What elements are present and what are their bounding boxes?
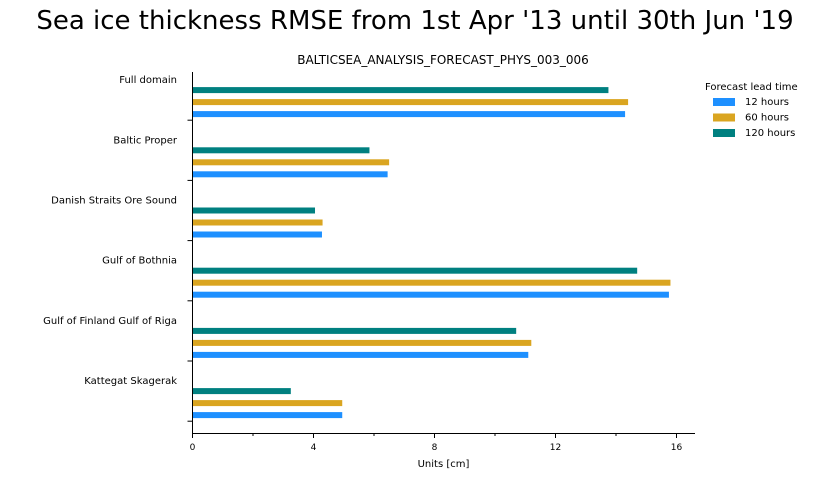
bar-120-hours-0 (192, 87, 609, 94)
bar-60-hours-5 (192, 400, 343, 407)
legend-swatch-60-hours (713, 113, 735, 122)
legend-label: 12 hours (745, 97, 789, 108)
x-tick-label: 12 (550, 443, 561, 453)
y-ticks-group: Full domain Baltic Proper Danish Straits O… (43, 75, 193, 422)
y-tick-label: Full domain (119, 75, 177, 86)
bar-60-hours-4 (192, 339, 532, 346)
bar-12-hours-1 (192, 171, 388, 178)
bar-120-hours-3 (192, 267, 638, 274)
bar-120-hours-2 (192, 207, 316, 214)
x-ticks-group: 0 4 8 12 16 (190, 433, 683, 453)
bar-60-hours-3 (192, 279, 671, 286)
legend-label: 60 hours (745, 113, 789, 124)
bar-60-hours-2 (192, 219, 323, 226)
y-tick-label: Gulf of Bothnia (102, 256, 177, 267)
legend: Forecast lead time 12 hours 60 hours 120 h… (705, 82, 798, 139)
bar-120-hours-5 (192, 388, 291, 395)
figure-suptitle: Sea ice thickness RMSE from 1st Apr '13 … (36, 6, 794, 36)
bars-group (192, 87, 671, 419)
bar-120-hours-4 (192, 327, 517, 334)
bar-12-hours-5 (192, 412, 343, 419)
bar-12-hours-2 (192, 231, 322, 238)
y-tick-label: Danish Straits Ore Sound (51, 196, 177, 207)
legend-title: Forecast lead time (705, 82, 798, 93)
chart-title: BALTICSEA_ANALYSIS_FORECAST_PHYS_003_006 (297, 53, 589, 67)
x-tick-label: 4 (311, 443, 317, 453)
bar-12-hours-3 (192, 291, 669, 298)
y-tick-label: Kattegat Skagerak (84, 376, 177, 387)
x-tick-label: 0 (190, 443, 196, 453)
x-tick-label: 8 (432, 443, 438, 453)
bar-60-hours-0 (192, 99, 629, 106)
bar-120-hours-1 (192, 147, 370, 154)
bar-12-hours-0 (192, 111, 626, 118)
y-tick-label: Gulf of Finland Gulf of Riga (43, 316, 177, 327)
x-axis-label: Units [cm] (418, 459, 470, 470)
bar-12-hours-4 (192, 351, 529, 358)
legend-label: 120 hours (745, 128, 795, 139)
y-tick-label: Baltic Proper (113, 135, 178, 146)
x-tick-label: 16 (671, 443, 683, 453)
legend-swatch-12-hours (713, 98, 735, 106)
bar-60-hours-1 (192, 159, 390, 166)
legend-swatch-120-hours (713, 129, 735, 137)
